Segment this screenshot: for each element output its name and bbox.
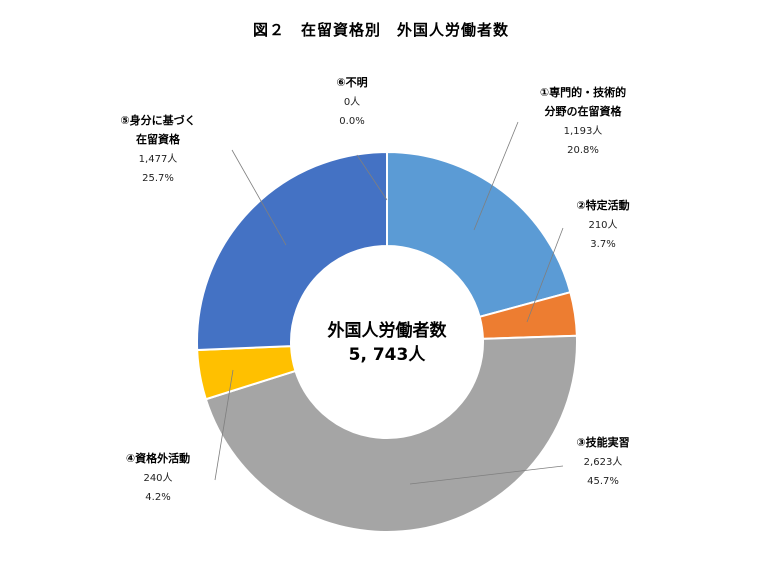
leader-line-s4 <box>214 369 234 481</box>
slice-s3 <box>204 334 578 533</box>
leader-lines <box>214 121 564 485</box>
slice-label-percent-s6: 0.0% <box>339 116 364 127</box>
leader-line-s6 <box>356 154 388 201</box>
slice-label-name-s2-0: ②特定活動 <box>576 198 629 212</box>
slice-s5 <box>196 150 388 352</box>
center-label-total: 5, 743人 <box>349 345 427 365</box>
chart-title: 図２ 在留資格別 外国人労働者数 <box>253 21 509 39</box>
slice-label-percent-s1: 20.8% <box>567 145 599 156</box>
slice-label-count-s5: 1,477人 <box>139 153 178 165</box>
slice-label-count-s2: 210人 <box>588 219 617 231</box>
slice-label-count-s1: 1,193人 <box>564 125 603 137</box>
slice-label-percent-s3: 45.7% <box>587 476 619 487</box>
center-label-title: 外国人労働者数 <box>328 320 448 341</box>
slice-label-count-s4: 240人 <box>143 472 172 484</box>
slice-s1 <box>386 150 572 319</box>
slice-label-name-s5-1: 在留資格 <box>136 132 181 146</box>
leader-line-s5 <box>231 149 287 246</box>
slice-label-name-s3-0: ③技能実習 <box>576 435 629 449</box>
slice-label-name-s1-1: 分野の在留資格 <box>545 104 623 118</box>
donut-slices <box>196 150 578 533</box>
leader-line-s3 <box>409 465 564 485</box>
slice-label-name-s4-0: ④資格外活動 <box>126 451 190 465</box>
leader-line-s2 <box>526 227 564 323</box>
slice-label-name-s1-0: ①専門的・技術的 <box>540 85 626 99</box>
slice-label-name-s5-0: ⑤身分に基づく <box>120 113 195 127</box>
slice-label-percent-s4: 4.2% <box>145 492 170 503</box>
slice-label-percent-s5: 25.7% <box>142 173 174 184</box>
slice-label-count-s3: 2,623人 <box>584 456 623 468</box>
slice-label-percent-s2: 3.7% <box>590 239 615 250</box>
leader-line-s1 <box>473 121 519 231</box>
slice-label-count-s6: 0人 <box>344 96 360 108</box>
slice-label-name-s6-0: ⑥不明 <box>336 76 367 89</box>
